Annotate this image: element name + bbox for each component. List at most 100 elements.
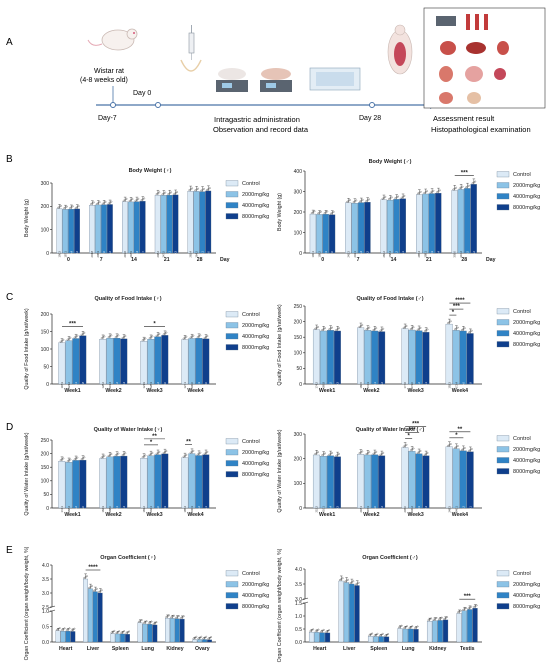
data-point bbox=[131, 198, 134, 200]
bar bbox=[60, 631, 66, 643]
data-point bbox=[368, 326, 371, 329]
data-point bbox=[416, 625, 419, 628]
bar-value-label: 171.2 bbox=[417, 381, 421, 388]
x-tick-label: 0 bbox=[67, 257, 70, 263]
data-point bbox=[76, 334, 79, 337]
data-point bbox=[419, 190, 422, 193]
legend-label: 2000mg/kg bbox=[242, 192, 269, 198]
data-point bbox=[312, 628, 315, 631]
panel-label-b: B bbox=[6, 154, 13, 165]
legend-label: 2000mg/kg bbox=[513, 447, 540, 453]
bar bbox=[413, 629, 419, 643]
data-point bbox=[157, 192, 159, 195]
data-point bbox=[309, 630, 312, 632]
data-point bbox=[167, 193, 170, 195]
data-point bbox=[125, 198, 128, 200]
data-point bbox=[326, 630, 329, 632]
data-point bbox=[339, 579, 341, 581]
data-point bbox=[374, 328, 376, 330]
data-point bbox=[199, 334, 202, 337]
data-point bbox=[472, 606, 475, 609]
data-point bbox=[361, 198, 364, 201]
bar-value-label: 173.0 bbox=[410, 381, 414, 388]
x-tick-label: Week3 bbox=[146, 388, 162, 394]
bar bbox=[357, 454, 365, 509]
legend-swatch bbox=[496, 581, 510, 588]
data-point bbox=[144, 454, 147, 457]
bar bbox=[322, 214, 329, 254]
y-tick-label: 3.0 bbox=[295, 597, 302, 603]
bar bbox=[120, 338, 128, 385]
significance-label: *** bbox=[412, 422, 420, 428]
data-point bbox=[103, 335, 106, 338]
data-point bbox=[315, 326, 318, 329]
data-point bbox=[109, 454, 111, 456]
data-point bbox=[115, 632, 118, 634]
data-point bbox=[369, 633, 372, 636]
bar bbox=[188, 338, 196, 385]
data-point bbox=[412, 447, 415, 450]
bar-value-label: 285.4 bbox=[417, 250, 421, 257]
data-point bbox=[368, 451, 371, 454]
y-axis-label: Quality of Food Intake (g/rat/week) bbox=[24, 308, 30, 389]
bar bbox=[324, 632, 331, 643]
bar bbox=[58, 461, 66, 509]
x-tick-label: 14 bbox=[391, 257, 397, 263]
bar-value-label: 131.3 bbox=[197, 381, 201, 388]
data-point bbox=[423, 330, 426, 333]
data-point bbox=[331, 326, 333, 329]
data-point bbox=[141, 456, 144, 459]
data-point bbox=[136, 198, 138, 201]
data-point bbox=[423, 192, 426, 194]
data-point bbox=[141, 339, 144, 342]
data-point bbox=[80, 333, 83, 336]
data-point bbox=[468, 184, 470, 187]
panel-label-d: D bbox=[6, 422, 13, 433]
data-point bbox=[439, 189, 441, 192]
data-point bbox=[203, 336, 206, 339]
legend-label: 2000mg/kg bbox=[513, 582, 540, 588]
bar bbox=[187, 191, 194, 254]
data-point bbox=[468, 331, 470, 334]
bar bbox=[166, 194, 173, 254]
data-point bbox=[379, 634, 381, 637]
data-point bbox=[199, 636, 201, 639]
data-point bbox=[332, 211, 335, 213]
data-point bbox=[329, 327, 332, 330]
data-point bbox=[208, 637, 211, 639]
data-point bbox=[331, 452, 333, 454]
data-point bbox=[368, 634, 371, 637]
result-label-line1: Assessment result bbox=[433, 114, 495, 123]
data-point bbox=[180, 617, 182, 619]
data-point bbox=[71, 205, 74, 208]
x-tick-label: Week2 bbox=[105, 388, 121, 394]
bar-value-label: 188.2 bbox=[317, 250, 321, 257]
legend-swatch bbox=[225, 570, 239, 577]
data-point bbox=[324, 452, 326, 455]
data-point bbox=[317, 628, 320, 631]
bar bbox=[115, 633, 121, 643]
data-point bbox=[62, 339, 65, 341]
data-point bbox=[402, 445, 405, 448]
data-point bbox=[75, 335, 77, 338]
x-axis-suffix: Day bbox=[486, 257, 496, 263]
legend-swatch bbox=[496, 592, 510, 599]
legend-label: 4000mg/kg bbox=[513, 331, 540, 337]
data-point bbox=[151, 452, 154, 454]
data-point bbox=[110, 334, 113, 337]
y-tick-label: 100 bbox=[41, 227, 50, 233]
legend-swatch bbox=[225, 213, 239, 220]
data-point bbox=[206, 189, 208, 191]
data-point bbox=[67, 628, 69, 631]
x-tick-label: 21 bbox=[164, 257, 170, 263]
bar-value-label: 260.2 bbox=[382, 250, 386, 257]
y-tick-label: 300 bbox=[294, 432, 303, 438]
bar bbox=[373, 636, 379, 643]
bar bbox=[179, 618, 185, 643]
x-tick-label: Week1 bbox=[64, 388, 80, 394]
bar-value-label: 161.9 bbox=[468, 381, 472, 388]
data-point bbox=[198, 452, 200, 455]
bar-value-label: 258.4 bbox=[388, 250, 392, 257]
y-tick-label: 200 bbox=[294, 210, 303, 216]
data-point bbox=[199, 451, 202, 454]
